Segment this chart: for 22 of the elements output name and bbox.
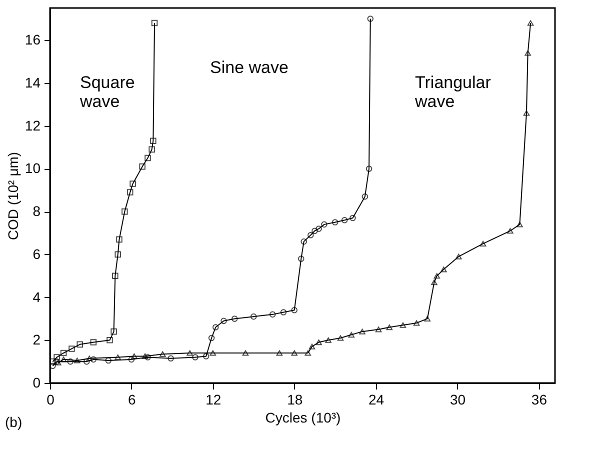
x-tick-label: 36 — [531, 392, 548, 408]
x-tick-label: 12 — [206, 392, 222, 408]
annotation: Sine wave — [210, 58, 288, 77]
y-tick-label: 2 — [32, 332, 41, 348]
y-tick-label: 10 — [24, 160, 41, 176]
y-tick-label: 0 — [32, 374, 41, 390]
y-tick-label: 16 — [24, 32, 41, 48]
x-axis-title: Cycles (10³) — [265, 410, 341, 426]
y-tick-label: 14 — [24, 74, 41, 90]
x-tick-label: 0 — [46, 392, 55, 408]
y-tick-label: 6 — [32, 246, 41, 262]
x-tick-label: 24 — [368, 392, 384, 408]
annotation: Triangular wave — [414, 73, 492, 111]
x-tick-label: 30 — [450, 392, 466, 408]
x-tick-label: 6 — [128, 392, 136, 408]
x-tick-label: 18 — [287, 392, 303, 408]
y-tick-label: 8 — [32, 203, 41, 220]
y-tick-label: 4 — [32, 288, 41, 305]
y-tick-label: 12 — [24, 117, 41, 134]
text: (b) — [5, 414, 22, 430]
annotation: Square wave — [79, 73, 135, 111]
y-axis-title: COD (10² μm) — [4, 152, 21, 240]
